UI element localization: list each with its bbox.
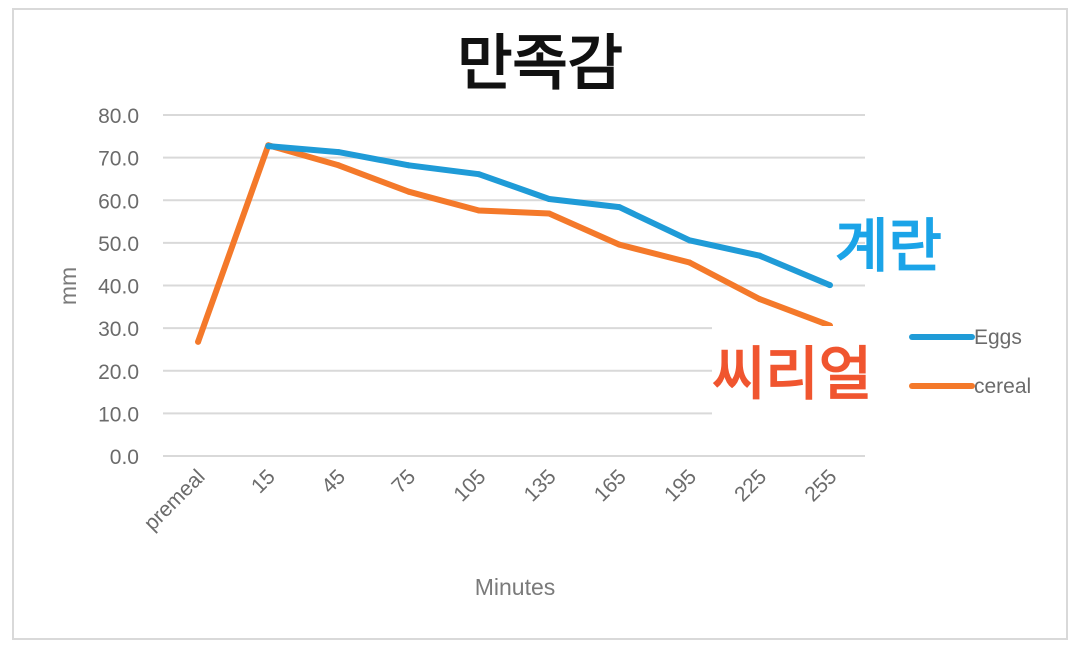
- x-axis-title: Minutes: [475, 574, 556, 600]
- series-line-cereal: [195, 142, 833, 345]
- x-axis-ticks: premeal 15 45 75 105 135 165 195 225 255: [140, 465, 842, 535]
- x-tick-label: 135: [520, 465, 561, 506]
- y-tick-label: 30.0: [98, 318, 139, 341]
- y-tick-label: 60.0: [98, 190, 139, 213]
- y-tick-label: 20.0: [98, 361, 139, 384]
- data-point-eggs: [335, 149, 342, 156]
- y-tick-label: 40.0: [98, 276, 139, 299]
- legend-label: cereal: [974, 375, 1031, 398]
- series-lines: [195, 142, 833, 345]
- data-point-eggs: [756, 252, 763, 259]
- data-point-cereal: [195, 338, 202, 345]
- chart-title: 만족감: [457, 29, 623, 99]
- x-tick-label: 45: [317, 465, 350, 498]
- x-tick-label: 15: [247, 465, 280, 498]
- data-point-eggs: [686, 237, 693, 244]
- x-tick-label: 165: [590, 465, 631, 506]
- y-tick-label: 80.0: [98, 105, 139, 128]
- y-tick-label: 0.0: [110, 446, 139, 469]
- data-point-cereal: [405, 188, 412, 195]
- data-point-cereal: [686, 259, 693, 266]
- y-axis-ticks: 0.0 10.0 20.0 30.0 40.0 50.0 60.0 70.0 80.0: [98, 105, 139, 469]
- gridlines: [163, 114, 865, 457]
- data-point-eggs: [265, 143, 272, 150]
- data-point-cereal: [335, 162, 342, 169]
- data-point-eggs: [475, 171, 482, 178]
- data-point-eggs: [826, 282, 833, 289]
- x-tick-label: premeal: [140, 465, 210, 535]
- data-point-eggs: [616, 204, 623, 211]
- legend-label: Eggs: [974, 326, 1022, 349]
- y-tick-label: 50.0: [98, 233, 139, 256]
- x-tick-label: 195: [660, 465, 701, 506]
- x-tick-label: 225: [730, 465, 771, 506]
- data-point-cereal: [475, 207, 482, 214]
- x-tick-label: 75: [387, 465, 420, 498]
- y-tick-label: 10.0: [98, 403, 139, 426]
- y-axis-title: mm: [55, 267, 81, 305]
- data-point-cereal: [616, 241, 623, 248]
- series-annotation: 씨리얼: [712, 340, 872, 408]
- x-tick-label: 255: [800, 465, 841, 506]
- data-point-cereal: [546, 210, 553, 217]
- legend: Eggs cereal: [909, 326, 1031, 398]
- data-point-eggs: [546, 195, 553, 202]
- data-point-cereal: [756, 296, 763, 303]
- series-annotation: 계란: [835, 212, 942, 280]
- chart-frame: [12, 8, 1068, 640]
- y-tick-label: 70.0: [98, 148, 139, 171]
- data-point-eggs: [405, 162, 412, 169]
- annotation-backdrop: [712, 326, 908, 418]
- x-tick-label: 105: [449, 465, 490, 506]
